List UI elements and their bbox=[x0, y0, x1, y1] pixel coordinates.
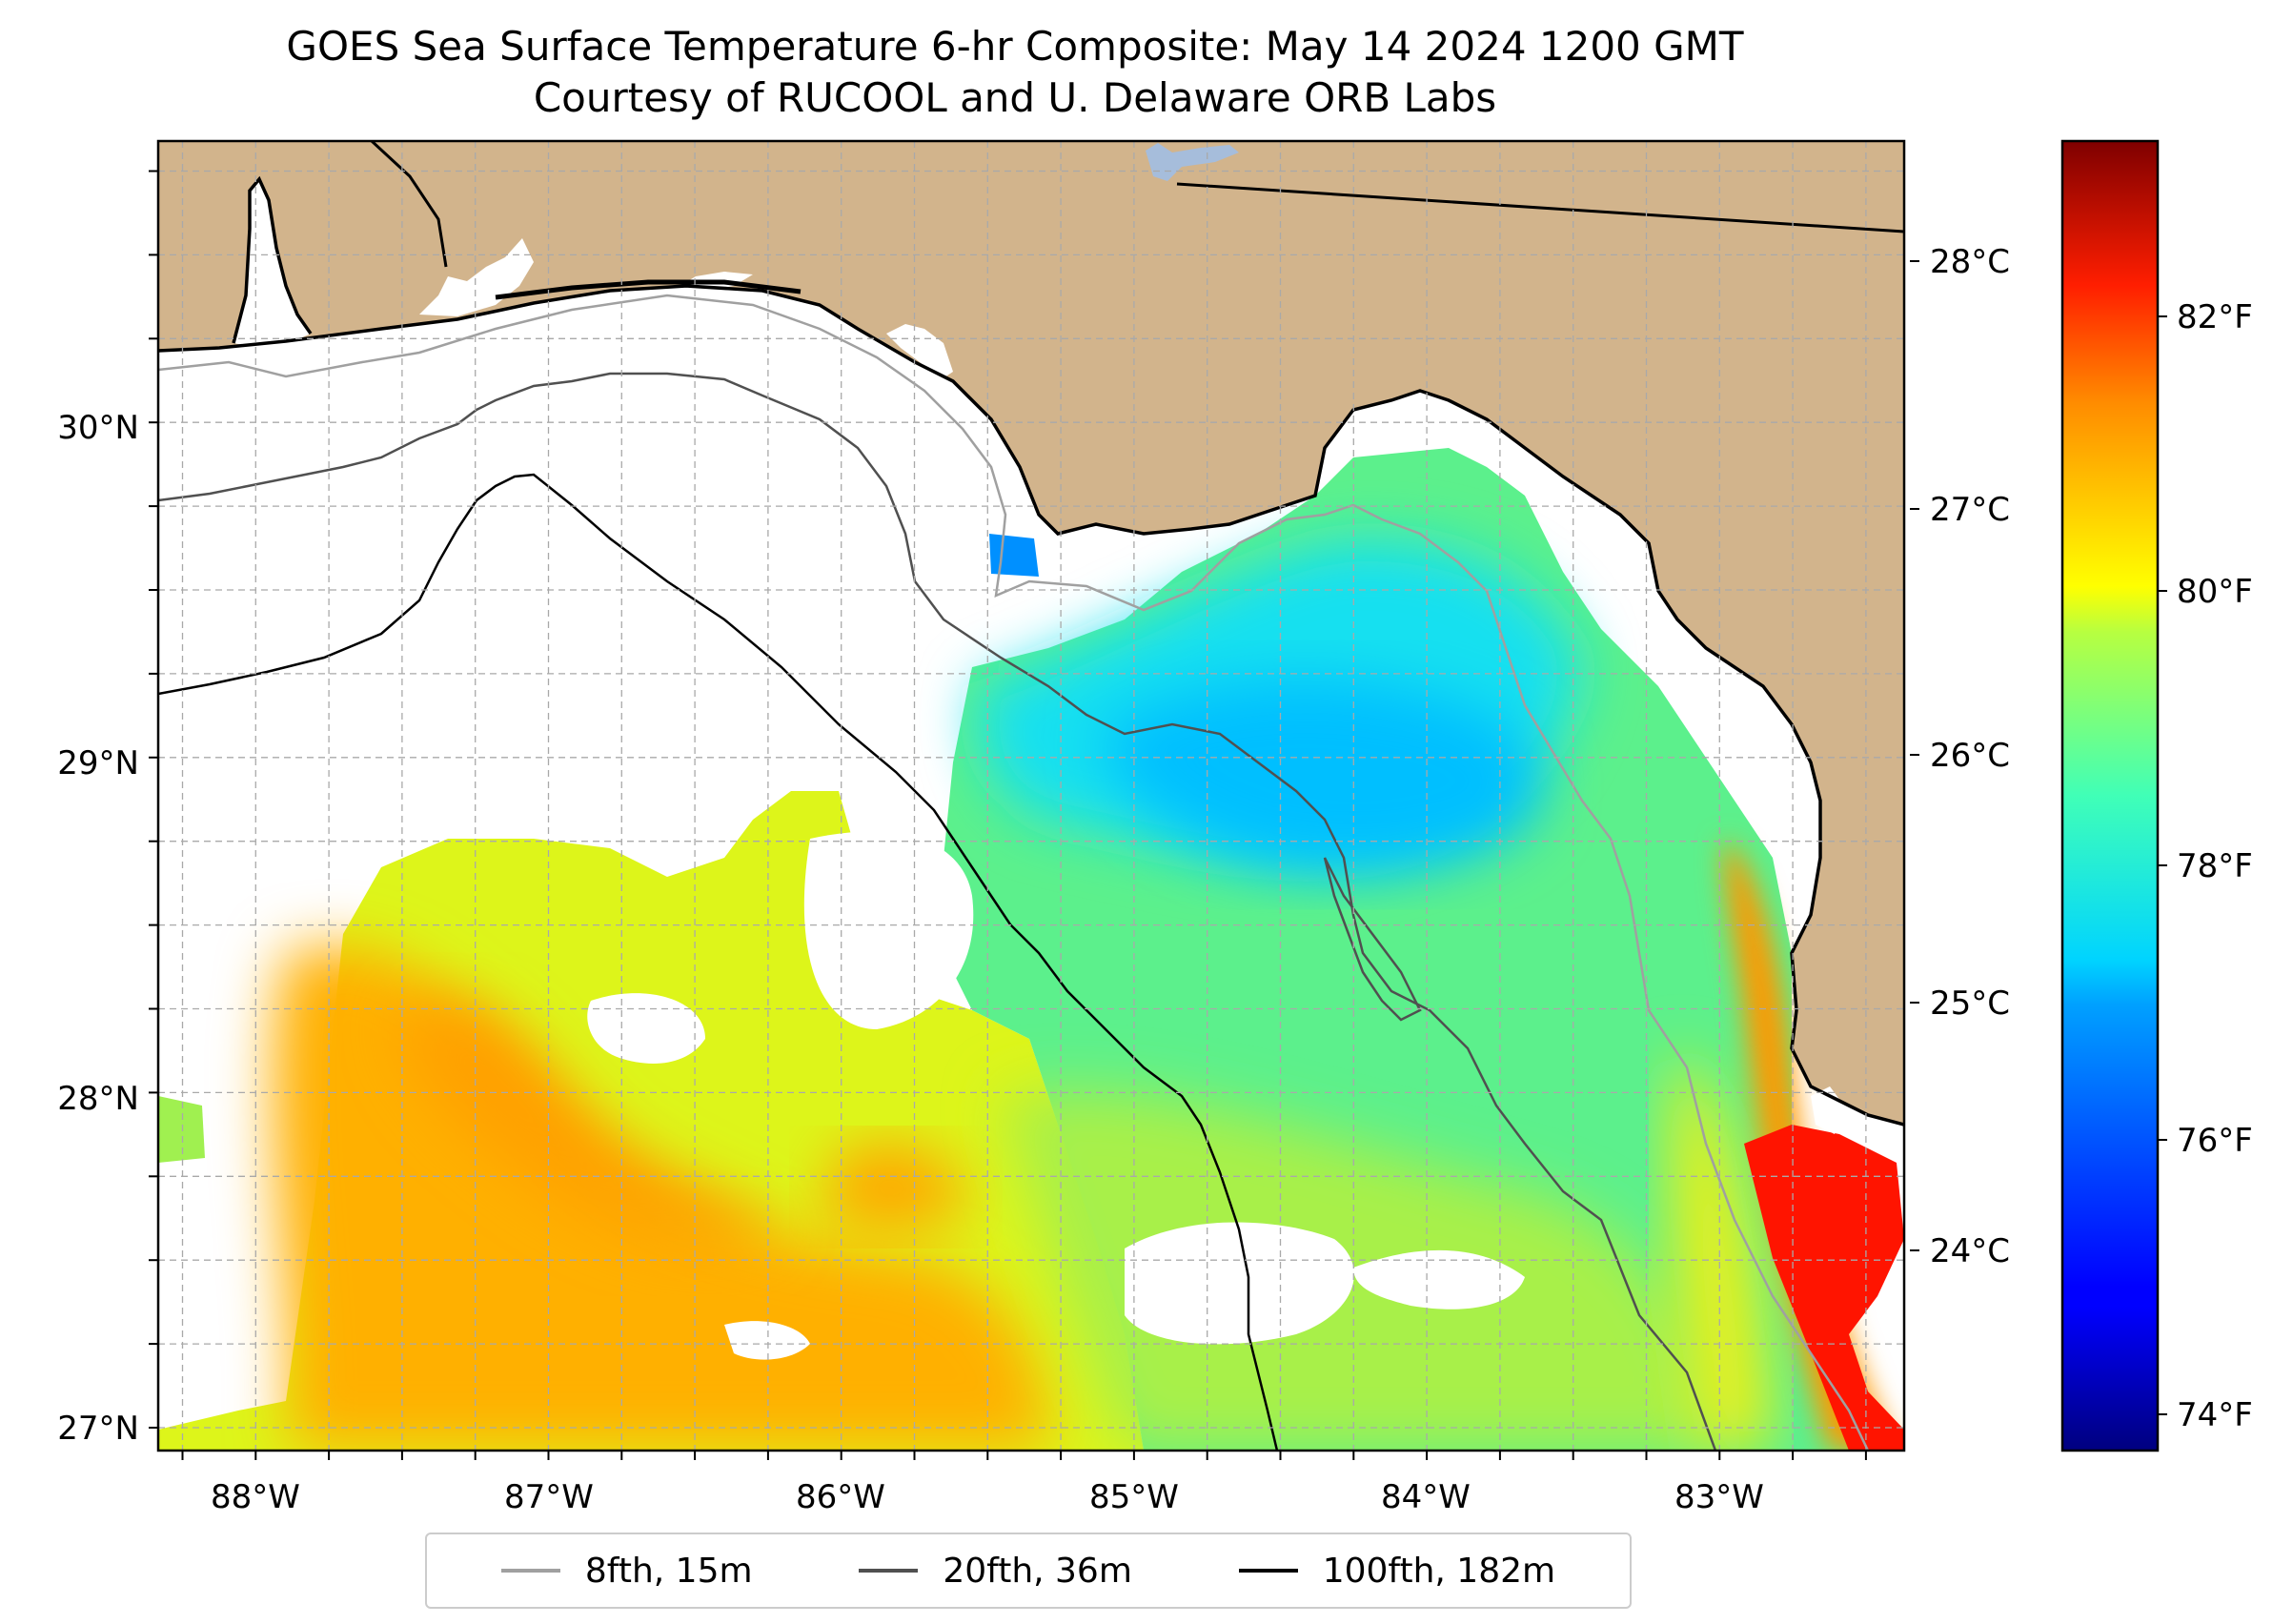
map-subtitle: Courtesy of RUCOOL and U. Delaware ORB L… bbox=[533, 74, 1497, 121]
lon-tick-84w: 84°W bbox=[1381, 1478, 1471, 1516]
title-block: GOES Sea Surface Temperature 6-hr Compos… bbox=[0, 21, 2030, 124]
sst-blue-nearshore-spot bbox=[989, 534, 1039, 577]
map-area bbox=[158, 141, 1904, 1451]
state-boundary-line bbox=[1176, 182, 1904, 233]
contour-20fth-islands bbox=[1323, 857, 1422, 1022]
nodata-hole-south bbox=[1125, 1222, 1354, 1345]
sst-yellow-gradient bbox=[1669, 1048, 1773, 1451]
lon-tick-83w: 83°W bbox=[1674, 1478, 1764, 1516]
sst-orange-band-east bbox=[820, 1143, 972, 1231]
sst-field bbox=[158, 448, 1904, 1451]
legend-swatch-20fth bbox=[859, 1569, 919, 1573]
land-coastal-wetland-a bbox=[1666, 672, 1706, 705]
map-frame bbox=[156, 139, 1906, 1452]
colorbar bbox=[2060, 139, 2160, 1452]
fahrenheit-label-82: 82°F bbox=[2177, 298, 2253, 336]
contour-8fth-15m bbox=[158, 294, 1870, 1451]
legend-swatch-8fth bbox=[500, 1569, 560, 1573]
legend-item-8fth: 8fth, 15m bbox=[500, 1551, 753, 1591]
sst-blue-core bbox=[1104, 679, 1539, 871]
nodata-hole-central bbox=[803, 831, 974, 1029]
legend-label-8fth: 8fth, 15m bbox=[584, 1551, 753, 1591]
gridlines bbox=[158, 141, 1904, 1451]
lon-tick-85w: 85°W bbox=[1089, 1478, 1179, 1516]
legend-label-100fth: 100fth, 182m bbox=[1322, 1551, 1556, 1591]
nodata-hole-south-west bbox=[724, 1321, 810, 1360]
lon-tick-88w: 88°W bbox=[211, 1478, 300, 1516]
sst-red-coastal-patch bbox=[1744, 1125, 1904, 1451]
sst-orange-coastal-strip bbox=[1724, 839, 1897, 1451]
contour-legend: 8fth, 15m 20fth, 36m 100fth, 182m bbox=[425, 1533, 1632, 1609]
coastline bbox=[158, 284, 1904, 1127]
fahrenheit-label-74: 74°F bbox=[2177, 1396, 2253, 1434]
legend-label-20fth: 20fth, 36m bbox=[943, 1551, 1132, 1591]
celsius-label-25: 25°C bbox=[1930, 985, 2010, 1023]
colorbar-fahrenheit-ticks bbox=[2158, 315, 2167, 1415]
legend-swatch-100fth bbox=[1238, 1569, 1298, 1573]
coastline-barrier-island bbox=[495, 279, 802, 300]
nodata-hole-south-east bbox=[1353, 1249, 1525, 1309]
state-boundary-west bbox=[370, 141, 448, 268]
lon-tick-87w: 87°W bbox=[504, 1478, 594, 1516]
sst-green-west-patch bbox=[158, 1096, 205, 1163]
lat-tick-27n: 27°N bbox=[57, 1410, 139, 1448]
fahrenheit-label-76: 76°F bbox=[2177, 1122, 2253, 1160]
contour-100fth-182m bbox=[158, 473, 1279, 1451]
lat-tick-30n: 30°N bbox=[57, 409, 139, 447]
land-mobile-bay-inlet bbox=[233, 179, 311, 348]
coastline-mobile-bay bbox=[232, 175, 313, 344]
fahrenheit-label-78: 78°F bbox=[2177, 847, 2253, 885]
celsius-label-27: 27°C bbox=[1930, 491, 2010, 529]
map-title: GOES Sea Surface Temperature 6-hr Compos… bbox=[286, 23, 1744, 70]
lat-tick-28n: 28°N bbox=[57, 1080, 139, 1118]
celsius-label-26: 26°C bbox=[1930, 737, 2010, 775]
lat-tick-29n: 29°N bbox=[57, 744, 139, 782]
land-mainland bbox=[158, 141, 1904, 1125]
axis-ticks bbox=[149, 170, 1867, 1460]
sst-orange-eddy-b bbox=[400, 1001, 781, 1248]
lon-tick-86w: 86°W bbox=[796, 1478, 885, 1516]
legend-item-100fth: 100fth, 182m bbox=[1238, 1551, 1556, 1591]
legend-item-20fth: 20fth, 36m bbox=[859, 1552, 1132, 1591]
fahrenheit-label-80: 80°F bbox=[2177, 573, 2253, 611]
nodata-hole-west-central bbox=[587, 993, 705, 1064]
colorbar-celsius-ticks bbox=[1910, 260, 1919, 1251]
celsius-label-28: 28°C bbox=[1930, 243, 2010, 281]
contour-20fth-36m bbox=[158, 372, 1717, 1451]
celsius-label-24: 24°C bbox=[1930, 1232, 2010, 1270]
